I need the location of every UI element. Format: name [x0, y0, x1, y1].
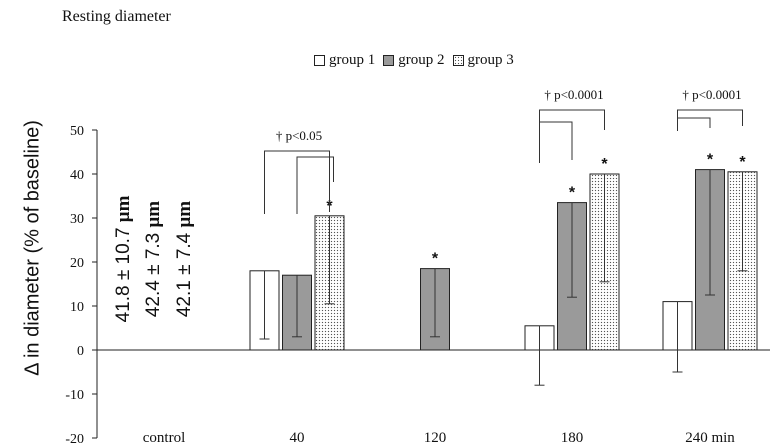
p-value-bracket-inner [677, 117, 711, 128]
y-tick-label: -20 [65, 432, 84, 447]
p-value-annotation: † p<0.0001 [682, 87, 741, 102]
legend-swatch-group-2 [383, 55, 395, 66]
legend: group 1 group 2 group 3 [314, 52, 522, 69]
legend-label-group-2: group 2 [398, 52, 445, 68]
legend-swatch-group-1 [314, 55, 325, 66]
x-tick-label: control [143, 430, 186, 446]
p-value-annotation: † p<0.05 [276, 128, 322, 143]
y-tick-label: -10 [65, 388, 84, 403]
y-tick-label: 50 [70, 124, 84, 139]
legend-item-group-1: group 1 [314, 52, 375, 69]
legend-label-group-1: group 1 [329, 52, 376, 68]
legend-swatch-group-3 [452, 55, 464, 66]
p-value-bracket-inner [539, 121, 573, 160]
significance-star: * [432, 251, 439, 268]
p-value-bracket [677, 109, 743, 131]
y-tick-label: 0 [77, 344, 84, 359]
p-value-bracket-inner [296, 156, 334, 214]
x-tick-label: 120 [424, 430, 447, 446]
significance-star: * [739, 154, 746, 171]
significance-star: * [601, 156, 608, 173]
y-tick-label: 40 [70, 168, 84, 183]
significance-star: * [569, 185, 576, 202]
significance-star: * [707, 152, 714, 169]
p-value-bracket [539, 109, 605, 163]
legend-label-group-3: group 3 [467, 52, 514, 68]
x-tick-label: 40 [290, 430, 305, 446]
p-value-annotation: † p<0.0001 [544, 87, 603, 102]
y-tick-label: 10 [70, 300, 84, 315]
x-tick-label: 240 min [685, 430, 735, 446]
legend-item-group-3: group 3 [452, 52, 514, 69]
legend-item-group-2: group 2 [383, 52, 445, 69]
p-value-bracket [264, 150, 330, 214]
x-tick-label: 180 [561, 430, 584, 446]
chart-title: Resting diameter [62, 8, 171, 25]
y-tick-label: 20 [70, 256, 84, 271]
y-tick-label: 30 [70, 212, 84, 227]
